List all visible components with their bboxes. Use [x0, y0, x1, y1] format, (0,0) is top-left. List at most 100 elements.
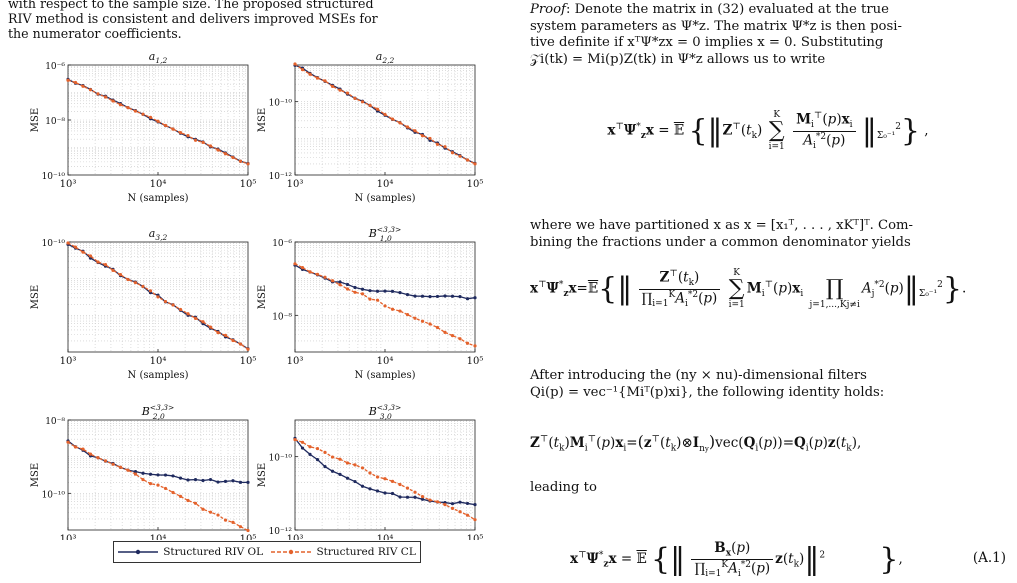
data-point-cl: [330, 279, 335, 283]
x-tick-label: 10⁴: [377, 179, 394, 190]
data-point-cl: [148, 115, 153, 119]
data-point-ol: [465, 501, 470, 506]
data-point-ol: [368, 289, 372, 293]
data-point-cl: [383, 304, 387, 308]
y-tick-label: 10⁻¹⁰: [42, 172, 66, 182]
data-point-cl: [428, 498, 432, 502]
data-point-cl: [171, 490, 175, 495]
data-point-ol: [338, 472, 342, 476]
data-point-cl: [473, 162, 477, 166]
data-point-cl: [66, 78, 70, 82]
legend: Structured RIV OL Structured RIV CL: [113, 541, 421, 563]
filters-paragraph: After introducing the (ny × nu)-dimensio…: [530, 368, 1006, 401]
data-point-ol: [186, 478, 190, 482]
data-point-cl: [338, 283, 342, 287]
data-point-cl: [323, 450, 327, 454]
y-tick-label: 10⁻¹²: [269, 172, 293, 182]
data-point-cl: [323, 275, 327, 279]
data-point-cl: [141, 477, 145, 482]
data-point-cl: [118, 103, 123, 107]
data-point-cl: [308, 270, 312, 274]
data-point-cl: [443, 145, 447, 149]
data-point-cl: [465, 341, 470, 345]
text-line: bining the fractions under a common deno…: [530, 234, 911, 250]
data-point-cl: [443, 330, 447, 334]
data-point-cl: [420, 495, 425, 499]
data-point-ol: [420, 497, 425, 501]
data-point-ol: [216, 480, 220, 484]
data-point-cl: [231, 155, 235, 160]
data-point-cl: [148, 289, 153, 293]
data-point-cl: [443, 503, 447, 507]
data-point-cl: [88, 254, 93, 258]
data-point-cl: [353, 290, 357, 294]
data-point-cl: [360, 100, 365, 104]
y-tick-label: 10⁻¹⁰: [269, 454, 293, 464]
data-point-ol: [308, 452, 312, 457]
y-tick-label: 10⁻⁸: [45, 117, 65, 127]
data-point-ol: [450, 294, 455, 298]
data-point-cl: [208, 325, 213, 329]
data-point-ol: [345, 476, 350, 480]
data-point-cl: [126, 277, 130, 282]
data-point-cl: [368, 471, 372, 475]
data-point-cl: [186, 134, 190, 138]
data-point-ol: [360, 287, 365, 291]
leading-text: leading to: [530, 480, 597, 495]
data-point-cl: [231, 338, 235, 343]
data-point-ol: [353, 285, 357, 290]
data-point-cl: [428, 322, 432, 326]
data-point-cl: [345, 91, 350, 95]
y-axis-label: MSE: [30, 463, 41, 487]
data-point-cl: [338, 457, 342, 461]
data-point-ol: [435, 294, 440, 299]
data-point-ol: [368, 487, 372, 491]
data-point-ol: [458, 295, 462, 299]
data-point-cl: [118, 273, 123, 277]
data-point-cl: [111, 462, 115, 466]
data-point-cl: [186, 498, 190, 503]
x-tick-label: 10³: [60, 356, 77, 367]
data-point-cl: [216, 331, 220, 335]
data-point-cl: [201, 320, 205, 324]
data-point-cl: [223, 152, 228, 156]
data-point-cl: [171, 127, 175, 131]
y-axis-label: MSE: [30, 285, 41, 309]
data-point-cl: [126, 468, 130, 472]
data-point-cl: [163, 299, 168, 304]
y-tick-label: 10⁻¹²: [269, 527, 293, 537]
data-point-cl: [141, 112, 145, 116]
x-tick-label: 10³: [287, 356, 304, 367]
data-point-cl: [246, 162, 250, 166]
equation-number: (A.1): [972, 550, 1006, 566]
data-point-cl: [360, 292, 365, 296]
data-point-cl: [293, 438, 297, 442]
y-axis-label: MSE: [257, 285, 268, 309]
data-point-cl: [193, 501, 198, 505]
data-point-cl: [148, 482, 153, 486]
data-point-cl: [208, 144, 213, 148]
data-point-cl: [300, 266, 305, 270]
data-point-cl: [193, 316, 198, 321]
data-point-cl: [300, 440, 305, 444]
data-point-cl: [405, 486, 410, 490]
data-point-cl: [81, 250, 85, 254]
data-point-ol: [473, 296, 477, 300]
y-axis-label: MSE: [257, 463, 268, 487]
y-tick-label: 10⁻¹⁰: [269, 99, 293, 109]
data-point-cl: [368, 297, 372, 301]
data-point-cl: [133, 281, 138, 285]
y-tick-label: 10⁻⁸: [272, 312, 292, 322]
equation-2: x⊤Ψ*zx=𝔼{‖ Z⊤(tk) ∏i=1KAi*2(p) K ∑ i=1Mi⊤(p…: [530, 268, 967, 310]
data-point-ol: [338, 280, 342, 284]
y-tick-label: 10⁻⁸: [45, 417, 65, 427]
data-point-cl: [208, 510, 213, 514]
data-point-ol: [178, 476, 183, 480]
data-point-cl: [300, 68, 305, 72]
data-point-cl: [413, 316, 417, 320]
right-column: Proof: Denote the matrix in (32) evaluat…: [530, 0, 1010, 583]
data-point-cl: [413, 129, 417, 133]
data-point-cl: [465, 158, 470, 162]
data-point-cl: [293, 62, 297, 66]
data-point-cl: [163, 123, 168, 128]
